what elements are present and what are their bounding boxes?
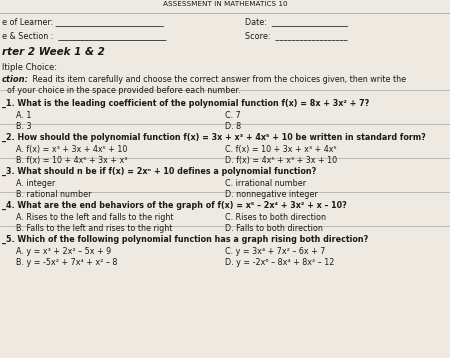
Text: _5. Which of the following polynomial function has a graph rising both direction: _5. Which of the following polynomial fu…	[2, 235, 368, 244]
Text: of your choice in the space provided before each number.: of your choice in the space provided bef…	[2, 86, 240, 95]
Text: Score:  __________________: Score: __________________	[245, 31, 347, 40]
Text: e of Learner: ___________________________: e of Learner: __________________________…	[2, 17, 164, 26]
Text: A. 1: A. 1	[16, 111, 32, 120]
Text: ltiple Choice:: ltiple Choice:	[2, 63, 57, 72]
Text: ction:: ction:	[2, 75, 29, 84]
Text: rter 2 Week 1 & 2: rter 2 Week 1 & 2	[2, 47, 105, 57]
Text: D. Falls to both direction: D. Falls to both direction	[225, 224, 323, 233]
Text: D. nonnegative integer: D. nonnegative integer	[225, 190, 318, 199]
Text: _1. What is the leading coefficient of the polynomial function f(x) = 8x + 3x² +: _1. What is the leading coefficient of t…	[2, 99, 369, 108]
Text: B. f(x) = 10 + 4x⁵ + 3x + x³: B. f(x) = 10 + 4x⁵ + 3x + x³	[16, 156, 127, 165]
Text: _2. How should the polynomial function f(x) = 3x + x³ + 4x⁵ + 10 be written in s: _2. How should the polynomial function f…	[2, 133, 426, 142]
Text: C. Rises to both direction: C. Rises to both direction	[225, 213, 326, 222]
Text: A. y = x³ + 2x² – 5x + 9: A. y = x³ + 2x² – 5x + 9	[16, 247, 111, 256]
Text: e & Section :  ___________________________: e & Section : __________________________…	[2, 31, 166, 40]
Text: B. rational number: B. rational number	[16, 190, 91, 199]
Text: A. integer: A. integer	[16, 179, 55, 188]
Text: B. y = -5x² + 7x⁴ + x² – 8: B. y = -5x² + 7x⁴ + x² – 8	[16, 258, 117, 267]
Text: A. Rises to the left and falls to the right: A. Rises to the left and falls to the ri…	[16, 213, 174, 222]
Text: B. Falls to the left and rises to the right: B. Falls to the left and rises to the ri…	[16, 224, 172, 233]
Text: Read its item carefully and choose the correct answer from the choices given, th: Read its item carefully and choose the c…	[30, 75, 406, 84]
Text: C. irrational number: C. irrational number	[225, 179, 306, 188]
Text: B. 3: B. 3	[16, 122, 32, 131]
Text: D. f(x) = 4x⁵ + x³ + 3x + 10: D. f(x) = 4x⁵ + x³ + 3x + 10	[225, 156, 337, 165]
Text: D. y = -2x⁶ – 8x⁴ + 8x² – 12: D. y = -2x⁶ – 8x⁴ + 8x² – 12	[225, 258, 334, 267]
Text: ASSESSMENT IN MATHEMATICS 10: ASSESSMENT IN MATHEMATICS 10	[163, 1, 287, 7]
Text: A. f(x) = x³ + 3x + 4x⁵ + 10: A. f(x) = x³ + 3x + 4x⁵ + 10	[16, 145, 127, 154]
Text: D. 8: D. 8	[225, 122, 241, 131]
Text: C. y = 3x⁴ + 7x² – 6x + 7: C. y = 3x⁴ + 7x² – 6x + 7	[225, 247, 325, 256]
Text: C. f(x) = 10 + 3x + x³ + 4x⁵: C. f(x) = 10 + 3x + x³ + 4x⁵	[225, 145, 337, 154]
Text: C. 7: C. 7	[225, 111, 241, 120]
Text: _3. What should n be if f(x) = 2xⁿ + 10 defines a polynomial function?: _3. What should n be if f(x) = 2xⁿ + 10 …	[2, 167, 316, 176]
Text: _4. What are the end behaviors of the graph of f(x) = x⁵ – 2x⁴ + 3x² + x – 10?: _4. What are the end behaviors of the gr…	[2, 201, 347, 210]
Text: Date:  ___________________: Date: ___________________	[245, 17, 348, 26]
